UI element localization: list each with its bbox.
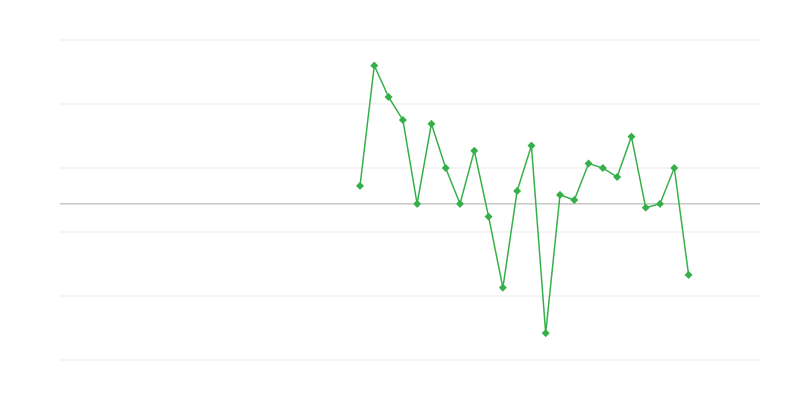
- data-point: [370, 61, 379, 70]
- data-point: [384, 92, 393, 101]
- data-point: [656, 199, 664, 208]
- data-point: [456, 199, 464, 208]
- data-point: [627, 132, 636, 141]
- data-point: [641, 203, 650, 212]
- data-point: [513, 187, 522, 196]
- series-line: [359, 62, 690, 334]
- data-point: [398, 116, 407, 124]
- data-point: [670, 164, 679, 172]
- data-point: [684, 270, 693, 279]
- data-point: [527, 141, 536, 150]
- data-point: [441, 164, 450, 172]
- data-point: [427, 119, 436, 128]
- data-point: [470, 146, 479, 155]
- data-point: [356, 181, 364, 190]
- data-point: [584, 159, 593, 168]
- data-point: [484, 212, 493, 221]
- data-point: [498, 283, 507, 292]
- data-point: [613, 172, 622, 181]
- data-point: [598, 164, 607, 172]
- data-point: [556, 190, 564, 199]
- data-point: [413, 199, 422, 208]
- data-point: [541, 329, 550, 338]
- data-point: [570, 196, 579, 204]
